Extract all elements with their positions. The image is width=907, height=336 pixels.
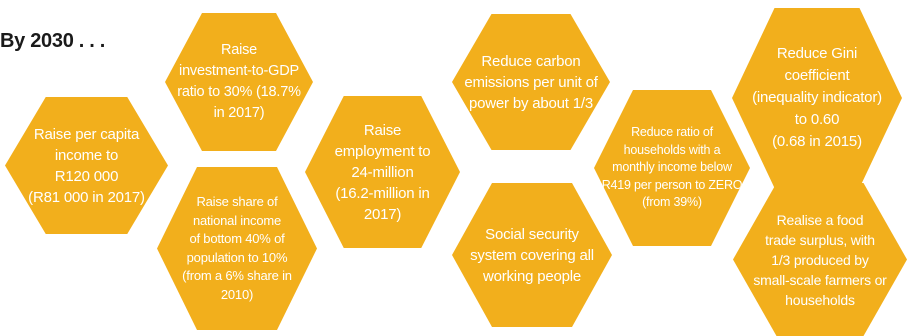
goal-hexagon-carbon-emissions: Reduce carbon emissions per unit of powe…	[452, 14, 610, 150]
page-heading: By 2030 . . .	[0, 30, 106, 52]
goal-text: Reduce Gini coefficient (inequality indi…	[752, 45, 882, 150]
goal-hexagon-income-share-bottom-40: Raise share of national income of bottom…	[157, 167, 317, 330]
goal-text: Reduce carbon emissions per unit of powe…	[464, 52, 598, 112]
goal-text: Raise employment to 24-million (16.2-mil…	[334, 121, 431, 223]
goal-text: Raise share of national income of bottom…	[182, 194, 292, 302]
goal-text: Reduce ratio of households with a monthl…	[601, 125, 743, 210]
goal-text: Raise per capita income to R120 000 (R81…	[28, 125, 145, 206]
goal-hexagon-investment-to-gdp: Raise investment-to-GDP ratio to 30% (18…	[165, 13, 313, 151]
goal-hexagon-social-security: Social security system covering all work…	[452, 183, 612, 327]
goal-hexagon-low-income-households: Reduce ratio of households with a monthl…	[594, 90, 750, 246]
goal-hexagon-employment: Raise employment to 24-million (16.2-mil…	[305, 96, 460, 248]
goal-text: Social security system covering all work…	[470, 225, 594, 285]
goal-text: Raise investment-to-GDP ratio to 30% (18…	[177, 42, 301, 121]
goal-hexagon-food-trade-surplus: Realise a food trade surplus, with 1/3 p…	[733, 183, 907, 336]
goal-hexagon-gini-coefficient: Reduce Gini coefficient (inequality indi…	[732, 8, 902, 188]
goal-text: Realise a food trade surplus, with 1/3 p…	[753, 211, 887, 308]
goal-hexagon-per-capita-income: Raise per capita income to R120 000 (R81…	[5, 97, 168, 234]
